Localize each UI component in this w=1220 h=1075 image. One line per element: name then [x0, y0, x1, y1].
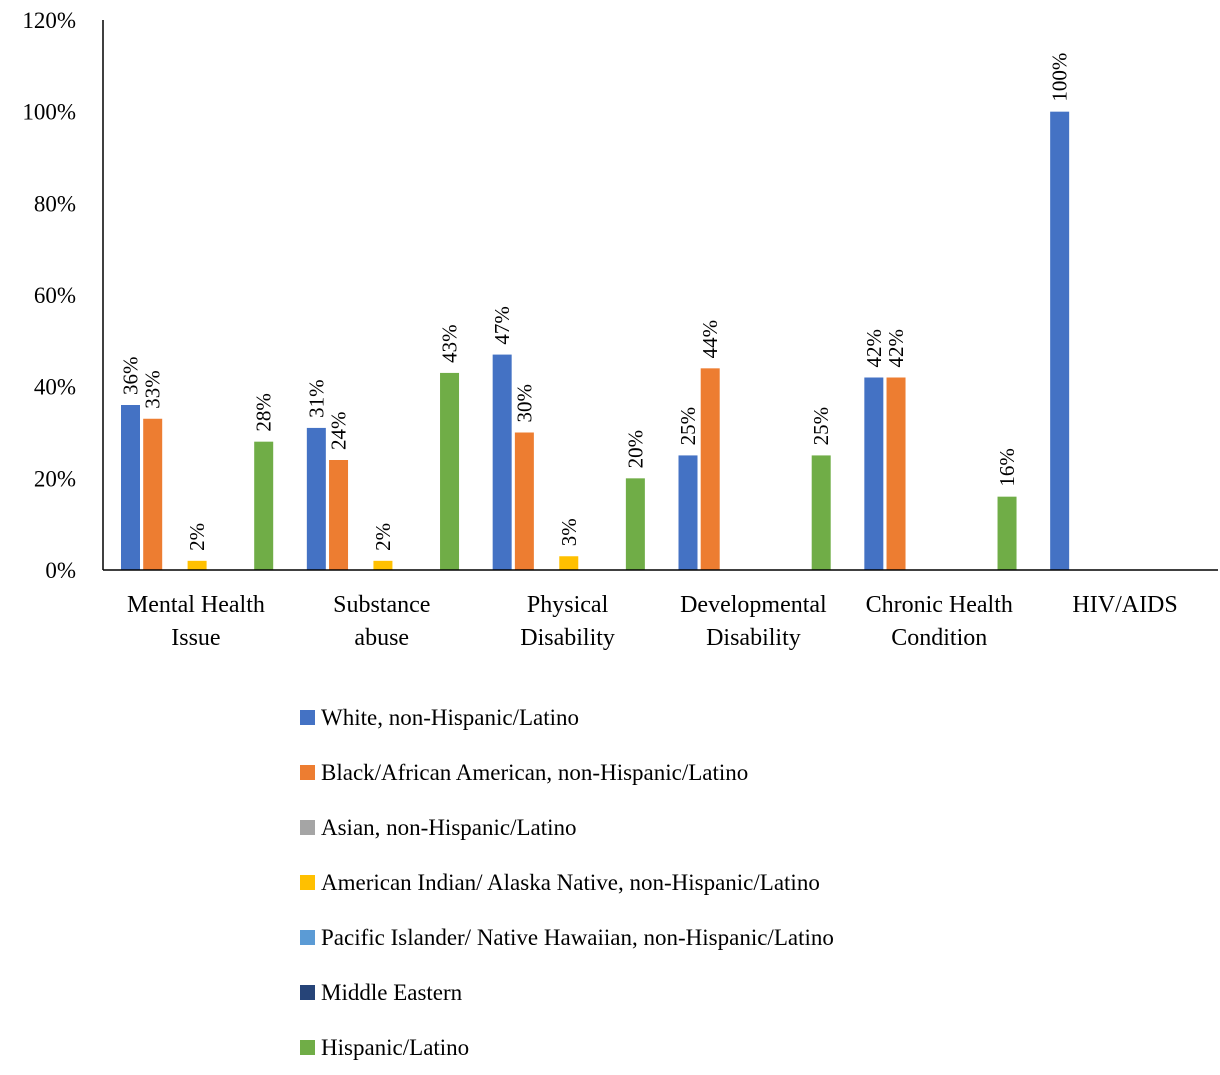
- category-label: Disability: [520, 625, 615, 651]
- data-label: 20%: [623, 430, 647, 469]
- legend-swatch: [300, 930, 315, 945]
- legend-label: Pacific Islander/ Native Hawaiian, non-H…: [321, 924, 834, 950]
- data-label: 33%: [141, 370, 165, 409]
- legend-label: Black/African American, non-Hispanic/Lat…: [321, 759, 749, 785]
- category-label: Developmental: [680, 592, 827, 618]
- bar-chart: 0% 20% 40% 60% 80% 100% 120% 36% 31% 47% 25% 42% 10…: [22, 8, 1218, 651]
- category-label: Issue: [171, 625, 220, 651]
- data-labels: 36% 31% 47% 25% 42% 100% 33% 24% 30% 44% 42% 2% 2% 3%…: [119, 53, 1072, 551]
- bar: [514, 432, 534, 570]
- y-tick-label: 100%: [22, 100, 76, 125]
- legend-swatch: [300, 875, 315, 890]
- bar: [440, 372, 460, 570]
- y-tick-label: 120%: [22, 8, 76, 33]
- y-tick-label: 0%: [45, 558, 76, 583]
- legend-label: Middle Eastern: [321, 979, 463, 1005]
- data-label: 36%: [119, 357, 143, 396]
- bar: [811, 455, 831, 570]
- bar: [700, 368, 720, 570]
- legend: White, non-Hispanic/Latino Black/African …: [300, 690, 834, 1075]
- data-label: 31%: [304, 379, 328, 418]
- category-label: Substance: [333, 592, 430, 618]
- y-axis-ticks: 0% 20% 40% 60% 80% 100% 120%: [22, 8, 76, 583]
- legend-item: Asian, non-Hispanic/Latino: [300, 800, 834, 855]
- data-label: 44%: [698, 320, 722, 359]
- bar: [329, 460, 349, 570]
- bar: [997, 496, 1017, 570]
- x-axis-category-labels: Mental Health Issue Substance abuse Physical…: [127, 592, 1178, 651]
- bar: [864, 377, 884, 570]
- category-label: Chronic Health: [866, 592, 1013, 618]
- data-label: 47%: [490, 306, 514, 344]
- bar: [492, 354, 512, 570]
- legend-swatch: [300, 710, 315, 725]
- bar: [373, 560, 393, 570]
- category-label: Disability: [706, 625, 801, 651]
- data-label: 42%: [862, 329, 886, 368]
- y-tick-label: 20%: [34, 466, 76, 491]
- category-label: Mental Health: [127, 592, 265, 618]
- bar: [121, 405, 140, 570]
- data-label: 43%: [438, 324, 462, 363]
- legend-swatch: [300, 765, 315, 780]
- legend-item: Black/African American, non-Hispanic/Lat…: [300, 745, 834, 800]
- data-label: 100%: [1048, 53, 1072, 102]
- legend-item: American Indian/ Alaska Native, non-Hisp…: [300, 855, 834, 910]
- bar: [886, 377, 906, 570]
- category-label: HIV/AIDS: [1072, 592, 1177, 618]
- data-label: 28%: [252, 393, 276, 432]
- data-label: 2%: [185, 523, 209, 551]
- data-label: 3%: [557, 518, 581, 546]
- legend-item: Pacific Islander/ Native Hawaiian, non-H…: [300, 910, 834, 965]
- legend-label: Asian, non-Hispanic/Latino: [321, 814, 577, 840]
- bar: [143, 418, 163, 570]
- bars: [121, 111, 1070, 571]
- legend-swatch: [300, 985, 315, 1000]
- bar: [559, 556, 579, 570]
- legend-label: American Indian/ Alaska Native, non-Hisp…: [321, 869, 820, 895]
- legend-item: White, non-Hispanic/Latino: [300, 690, 834, 745]
- y-tick-label: 40%: [34, 375, 76, 400]
- bar: [625, 478, 645, 570]
- legend-item: Middle Eastern: [300, 965, 834, 1020]
- category-label: Condition: [891, 625, 987, 651]
- data-label: 25%: [676, 407, 700, 446]
- bar: [678, 455, 698, 570]
- y-tick-label: 60%: [34, 283, 76, 308]
- bar: [187, 560, 207, 570]
- axes: [102, 20, 1218, 571]
- bar: [306, 427, 326, 570]
- data-label: 2%: [371, 523, 395, 551]
- data-label: 25%: [809, 407, 833, 446]
- data-label: 30%: [512, 384, 536, 423]
- data-label: 16%: [995, 448, 1019, 487]
- y-tick-label: 80%: [34, 191, 76, 216]
- category-label: Physical: [527, 592, 609, 618]
- data-label: 24%: [327, 412, 351, 451]
- legend-label: White, non-Hispanic/Latino: [321, 704, 580, 730]
- bar: [254, 441, 274, 570]
- bar: [1050, 111, 1070, 571]
- data-label: 42%: [884, 329, 908, 368]
- legend-swatch: [300, 820, 315, 835]
- category-label: abuse: [354, 625, 409, 651]
